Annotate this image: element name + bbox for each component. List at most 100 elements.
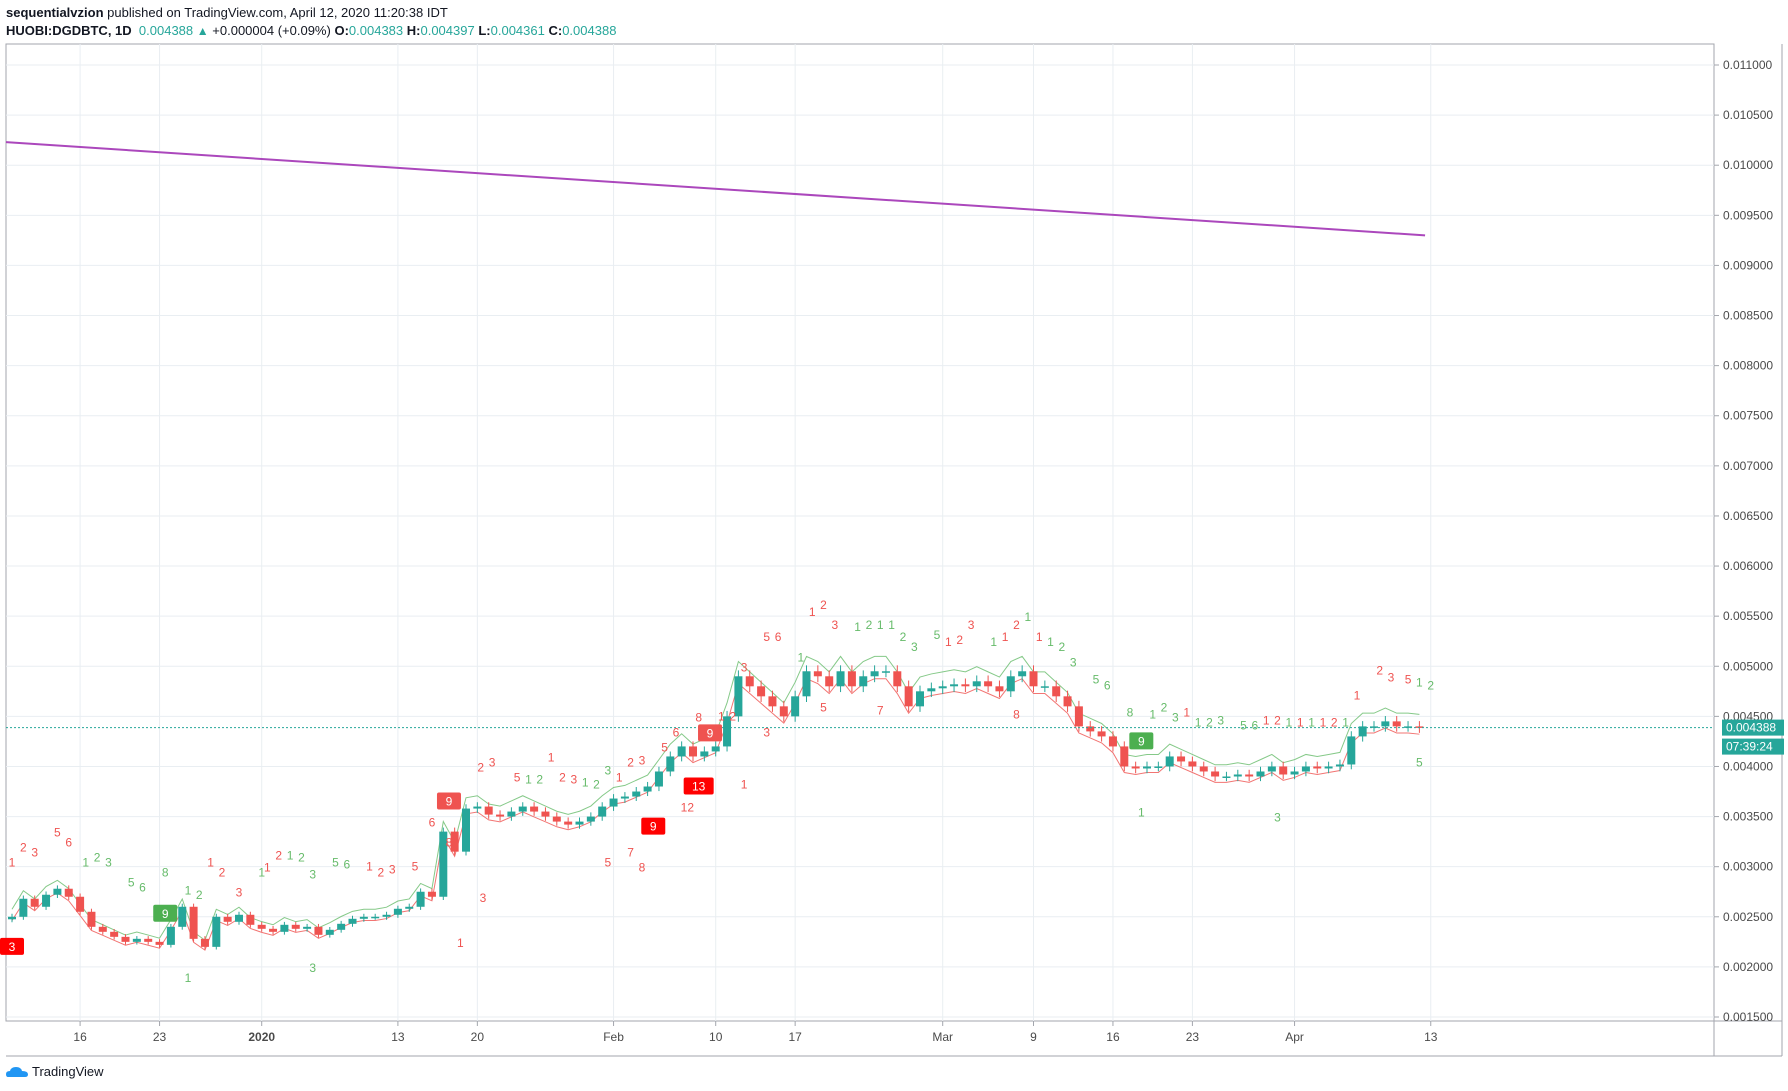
sequential-count: 2 bbox=[1206, 715, 1213, 729]
sequential-count: 1 bbox=[9, 856, 16, 870]
candle-body bbox=[189, 906, 198, 939]
candle-body bbox=[484, 806, 493, 815]
candle-body bbox=[166, 926, 175, 945]
candle-body bbox=[1404, 726, 1413, 728]
candle-body bbox=[870, 671, 879, 677]
sequential-count: 2 bbox=[1376, 663, 1383, 677]
x-tick-label: 20 bbox=[471, 1030, 485, 1044]
sequential-count: 3 bbox=[105, 856, 112, 870]
sequential-count: 1 bbox=[258, 866, 265, 880]
candle-body bbox=[87, 911, 96, 927]
y-tick-label: 0.006000 bbox=[1723, 559, 1773, 573]
candle-body bbox=[178, 906, 187, 927]
candle-body bbox=[825, 676, 834, 687]
candle-body bbox=[53, 888, 62, 895]
sequential-count: 1 bbox=[582, 776, 589, 790]
candle-body bbox=[609, 798, 618, 807]
candle-body bbox=[575, 821, 584, 825]
candle-body bbox=[382, 914, 391, 917]
plot-area[interactable] bbox=[5, 43, 1715, 1022]
sequential-count: 1 bbox=[1183, 705, 1190, 719]
candle-body bbox=[1233, 774, 1242, 777]
sequential-count: 1 bbox=[548, 750, 555, 764]
candle-body bbox=[257, 924, 266, 929]
sequential-count: 6 bbox=[429, 816, 436, 830]
candle-body bbox=[405, 906, 414, 909]
sequential-count: 5 bbox=[412, 860, 419, 874]
y-tick-label: 0.005500 bbox=[1723, 609, 1773, 623]
y-tick-label: 0.004000 bbox=[1723, 759, 1773, 773]
candle-body bbox=[42, 894, 51, 907]
sequential-count: 3 bbox=[489, 755, 496, 769]
sequential-count: 5 bbox=[332, 856, 339, 870]
x-tick-label: 16 bbox=[73, 1030, 87, 1044]
sequential-count: 1 bbox=[1286, 715, 1293, 729]
footer-brand[interactable]: TradingView bbox=[6, 1064, 104, 1079]
candle-body bbox=[1006, 676, 1015, 692]
sequential-count: 2 bbox=[536, 773, 543, 787]
sequential-flag-text: 9 bbox=[1138, 734, 1145, 748]
candle-body bbox=[393, 908, 402, 915]
candle-body bbox=[1052, 686, 1061, 697]
last-price-badge-text: 0.004388 bbox=[1726, 721, 1776, 735]
sequential-count: 1 bbox=[1024, 610, 1031, 624]
sequential-count: 1 bbox=[877, 618, 884, 632]
sequential-count: 1 bbox=[1297, 715, 1304, 729]
sequential-count: 2 bbox=[820, 598, 827, 612]
open-label: O: bbox=[334, 23, 349, 38]
candle-body bbox=[1097, 731, 1106, 737]
open-value: 0.004383 bbox=[348, 23, 404, 38]
author-name[interactable]: sequentialvzion bbox=[6, 5, 104, 20]
sequential-count: 6 bbox=[775, 630, 782, 644]
candle-body bbox=[337, 923, 346, 930]
candle-body bbox=[802, 671, 811, 697]
candle-body bbox=[427, 891, 436, 897]
symbol-label[interactable]: HUOBI:DGDBTC, 1D bbox=[6, 23, 132, 38]
sequential-count: 1 bbox=[797, 650, 804, 664]
candle-body bbox=[1154, 766, 1163, 768]
published-info: published on TradingView.com, April 12, … bbox=[107, 5, 448, 20]
candle-body bbox=[1177, 756, 1186, 762]
sequential-count: 1 bbox=[1320, 715, 1327, 729]
sequential-count: 2 bbox=[219, 866, 226, 880]
sequential-count: 1 bbox=[854, 620, 861, 634]
x-tick-label: Apr bbox=[1285, 1030, 1304, 1044]
candle-body bbox=[1256, 771, 1265, 777]
sequential-count: 1 bbox=[718, 709, 725, 723]
y-tick-label: 0.010000 bbox=[1723, 158, 1773, 172]
candle-body bbox=[757, 686, 766, 697]
x-tick-label: Mar bbox=[932, 1030, 953, 1044]
x-tick-label: 17 bbox=[788, 1030, 802, 1044]
sequential-count: 8 bbox=[162, 866, 169, 880]
candle-body bbox=[1335, 764, 1344, 767]
sequential-count: 1 bbox=[1138, 806, 1145, 820]
candle-body bbox=[723, 716, 732, 747]
sequential-count: 2 bbox=[900, 630, 907, 644]
candle-body bbox=[768, 696, 777, 707]
trend-line[interactable] bbox=[5, 141, 1426, 237]
candle-body bbox=[314, 926, 323, 935]
y-tick-label: 0.003000 bbox=[1723, 860, 1773, 874]
time-axis[interactable]: 16 23 2020 13 20 Feb 10 17 Mar 9 16 23 Apr 13 bbox=[73, 1021, 1438, 1044]
candle-body bbox=[325, 929, 334, 935]
candle-body bbox=[1301, 766, 1310, 772]
sequential-count: 8 bbox=[695, 710, 702, 724]
candle-body bbox=[496, 814, 505, 817]
y-tick-label: 0.009000 bbox=[1723, 258, 1773, 272]
sequential-count: 1 bbox=[741, 778, 748, 792]
sequential-count: 1 bbox=[525, 773, 532, 787]
low-label: L: bbox=[478, 23, 491, 38]
candle-body bbox=[223, 916, 232, 922]
sequential-count: 1 bbox=[1342, 715, 1349, 729]
candle-body bbox=[711, 746, 720, 752]
price-axis[interactable]: 0.011000 0.010500 0.010000 0.009500 0.009000… bbox=[1714, 58, 1773, 1024]
chart-header: sequentialvzion published on TradingView… bbox=[6, 4, 616, 40]
last-price: 0.004388 bbox=[138, 23, 194, 38]
candle-body bbox=[791, 696, 800, 717]
close-label: C: bbox=[548, 23, 563, 38]
sequential-flag-text: 9 bbox=[446, 795, 453, 809]
countdown-badge bbox=[1722, 738, 1784, 755]
sequential-count: 8 bbox=[1013, 707, 1020, 721]
sequential-count: 5 bbox=[661, 740, 668, 754]
